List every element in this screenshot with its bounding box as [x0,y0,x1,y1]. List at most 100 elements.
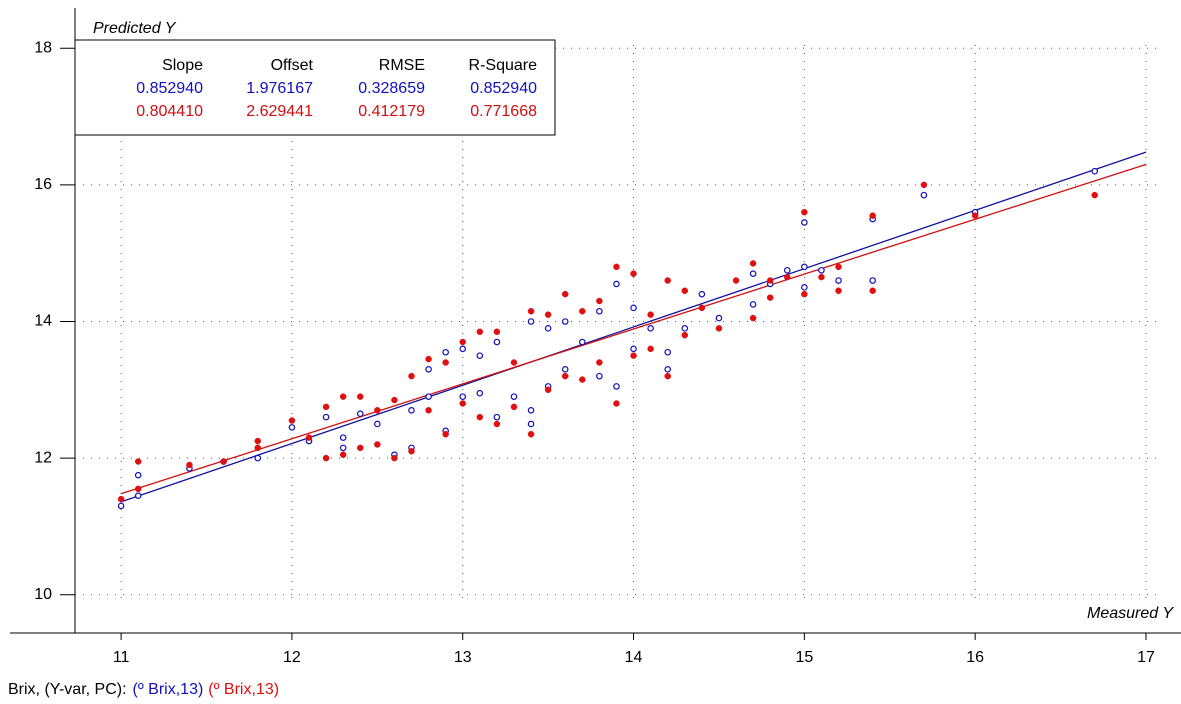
point [613,400,620,407]
point [732,277,740,284]
point [561,366,569,373]
point [134,471,142,479]
point [339,451,347,458]
point [664,372,671,380]
point [288,424,296,431]
point [493,420,501,428]
point [322,403,330,411]
point [561,372,569,380]
stats-header: RMSE [379,57,425,74]
point [544,311,552,318]
point [254,444,262,452]
point [510,403,518,411]
point [425,366,432,373]
x-tick-label: 11 [113,649,130,666]
point [613,383,620,390]
point [766,294,774,301]
point [408,372,415,380]
stats-value: 0.804410 [136,103,203,120]
point [578,338,586,346]
point [681,325,689,332]
y-tick-label: 16 [34,176,52,193]
y-tick-label: 18 [34,39,52,56]
chart-title: Predicted Y [93,20,177,37]
point [664,277,671,284]
y-tick-label: 14 [34,313,52,330]
stats-header: Offset [271,57,314,74]
stats-value: 0.771668 [470,103,537,120]
point [544,325,552,332]
point [596,372,603,380]
point [476,413,484,421]
point [869,212,876,219]
fit-line [120,151,1147,503]
point [766,277,774,284]
point [869,277,876,284]
x-tick-label: 14 [625,649,643,666]
point [254,454,262,462]
point [596,307,603,315]
point [579,308,586,315]
point [322,413,330,421]
point [527,407,535,414]
point [339,444,347,452]
point [630,304,637,312]
stats-value: 0.852940 [136,80,203,97]
point [801,263,808,271]
point [664,366,672,373]
point [442,348,449,356]
point [476,352,484,359]
fit-line [120,163,1147,495]
point [647,325,654,332]
x-tick-label: 15 [795,649,813,666]
point [425,407,432,414]
x-axis-label: Measured Y [1087,605,1174,622]
point [544,386,552,394]
point [391,454,398,462]
y-tick-label: 12 [34,449,52,466]
point [749,301,757,308]
point [698,290,706,298]
point [527,318,535,325]
point [134,458,142,465]
stats-value: 1.976167 [246,80,313,97]
point [374,407,381,414]
point [630,352,637,359]
point [493,413,501,421]
point [681,287,689,295]
point [339,434,347,441]
point [715,314,723,322]
point [527,308,535,315]
point [818,266,825,274]
stats-value: 0.328659 [358,80,425,97]
stats-value: 2.629441 [246,103,313,120]
legend-title: Brix, (Y-var, PC): [8,681,127,698]
point [442,359,449,366]
point [459,400,466,407]
point [391,396,398,404]
point [784,273,791,281]
point [920,181,928,189]
x-tick-label: 12 [283,649,301,666]
point [749,260,757,267]
point [630,345,637,353]
point [835,277,842,284]
x-tick-label: 16 [966,649,984,666]
legend-entry: (º Brix,13) [208,681,279,698]
point [356,393,364,400]
point [186,461,193,469]
point [783,266,791,274]
stats-header: Slope [162,57,203,74]
point [134,485,142,493]
point [408,407,415,414]
point [527,420,535,428]
point [801,284,808,291]
point [715,325,723,332]
point [425,393,432,400]
point [971,212,979,219]
point [613,263,620,271]
point [459,393,467,400]
point [749,314,757,322]
point [801,208,808,216]
point [442,430,449,438]
